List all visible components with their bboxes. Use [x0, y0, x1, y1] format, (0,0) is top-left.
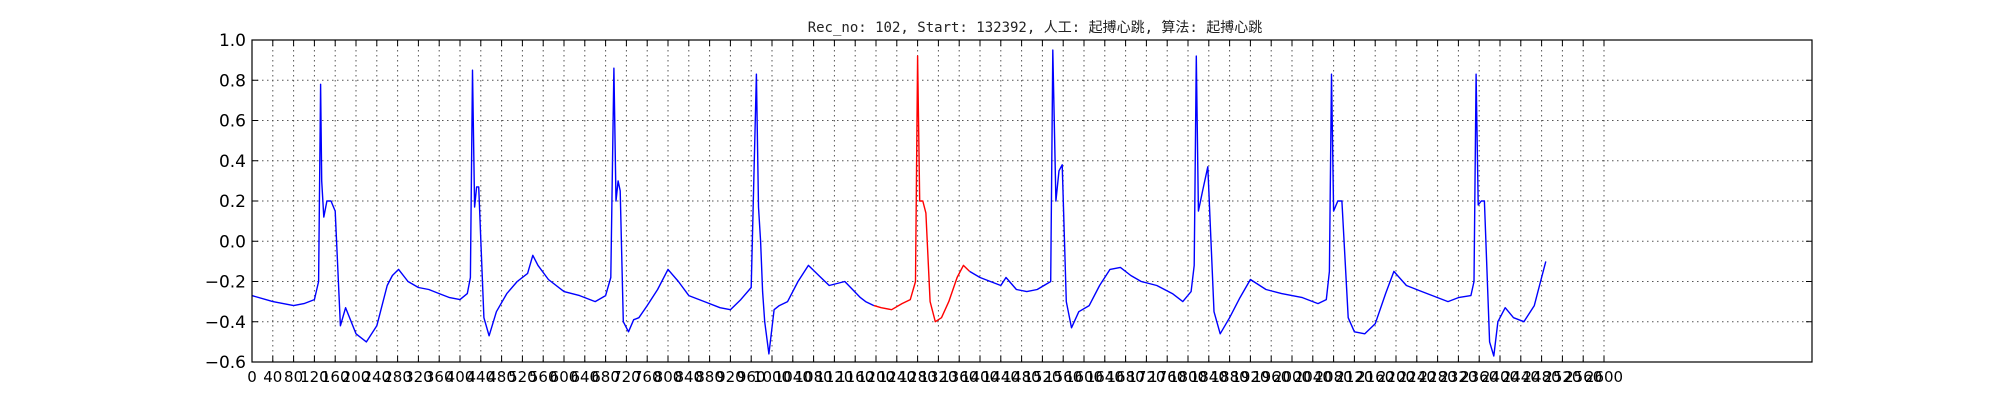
- y-tick-label: 0.0: [219, 232, 246, 252]
- x-tick-label: 200: [342, 368, 371, 386]
- x-tick-label: 160: [321, 368, 350, 386]
- plot-frame: [251, 39, 1813, 363]
- x-tick-label: 1720: [1127, 368, 1165, 386]
- x-tick-label: 2600: [1585, 368, 1623, 386]
- x-tick-label: 1840: [1190, 368, 1228, 386]
- x-tick-label: 2360: [1460, 368, 1498, 386]
- x-tick-label: 2280: [1419, 368, 1457, 386]
- x-tick-label: 1200: [857, 368, 895, 386]
- x-tick-label: 600: [550, 368, 579, 386]
- x-tick-label: 1360: [940, 368, 978, 386]
- x-tick-label: 2080: [1315, 368, 1353, 386]
- ecg-series-2: [873, 55, 971, 323]
- x-tick-label: 560: [529, 368, 558, 386]
- x-tick-label: 1640: [1086, 368, 1124, 386]
- x-tick-label: 1560: [1044, 368, 1082, 386]
- x-tick-label: 1960: [1252, 368, 1290, 386]
- x-tick-label: 1880: [1211, 368, 1249, 386]
- x-tick-label: 2200: [1377, 368, 1415, 386]
- x-tick-label: 2320: [1439, 368, 1477, 386]
- x-tick-label: 2480: [1523, 368, 1561, 386]
- x-tick-label: 40: [263, 368, 282, 386]
- x-tick-label: 1000: [753, 368, 791, 386]
- x-tick-label: 400: [446, 368, 475, 386]
- x-tick-label: 840: [674, 368, 703, 386]
- x-tick-label: 800: [654, 368, 683, 386]
- x-tick-label: 1600: [1065, 368, 1103, 386]
- x-tick-label: 2520: [1543, 368, 1581, 386]
- ecg-series-1: [251, 67, 875, 355]
- x-tick-label: 2040: [1294, 368, 1332, 386]
- x-tick-label: 1440: [982, 368, 1020, 386]
- x-tick-label: 2560: [1564, 368, 1602, 386]
- y-tick-label: 1.0: [219, 31, 246, 51]
- grid-lines: [252, 40, 1812, 362]
- x-tick-label: 880: [695, 368, 724, 386]
- y-tick-label: 0.8: [219, 71, 246, 91]
- chart-title: Rec_no: 102, Start: 132392, 人工: 起搏心跳, 算法…: [808, 19, 1263, 36]
- x-tick-label: 240: [362, 368, 391, 386]
- y-tick-label: 0.6: [219, 112, 246, 132]
- x-tick-label: 2160: [1356, 368, 1394, 386]
- x-tick-label: 2400: [1481, 368, 1519, 386]
- x-tick-label: 0: [247, 368, 257, 386]
- x-tick-label: 2000: [1273, 368, 1311, 386]
- x-tick-label: 2240: [1398, 368, 1436, 386]
- x-tick-label: 1480: [1003, 368, 1041, 386]
- x-axis-tick-labels: 0 40 8012016020024028032036040044048052056…: [247, 368, 1623, 386]
- x-tick-label: 440: [466, 368, 495, 386]
- x-tick-label: 1680: [1107, 368, 1145, 386]
- ecg-traces: [251, 49, 1547, 357]
- x-tick-label: 1160: [836, 368, 874, 386]
- x-tick-label: 1320: [919, 368, 957, 386]
- x-tick-label: 360: [425, 368, 454, 386]
- x-tick-label: 1240: [878, 368, 916, 386]
- x-tick-label: 1400: [961, 368, 999, 386]
- x-tick-label: 1040: [774, 368, 812, 386]
- y-tick-label: −0.2: [205, 273, 246, 293]
- x-tick-label: 280: [383, 368, 412, 386]
- x-tick-label: 1120: [815, 368, 853, 386]
- x-tick-label: 920: [716, 368, 745, 386]
- x-tick-label: 720: [612, 368, 641, 386]
- x-tick-label: 120: [300, 368, 329, 386]
- x-tick-label: 1920: [1231, 368, 1269, 386]
- ecg-series-3: [969, 49, 1547, 357]
- axis-ticks: [251, 39, 1812, 363]
- x-tick-label: 960: [737, 368, 766, 386]
- y-tick-label: 0.4: [219, 152, 246, 172]
- x-tick-label: 1800: [1169, 368, 1207, 386]
- x-tick-label: 520: [508, 368, 537, 386]
- x-tick-label: 640: [570, 368, 599, 386]
- x-tick-label: 80: [284, 368, 303, 386]
- x-tick-label: 2440: [1502, 368, 1540, 386]
- x-tick-label: 680: [591, 368, 620, 386]
- x-tick-label: 480: [487, 368, 516, 386]
- x-tick-label: 1520: [1023, 368, 1061, 386]
- y-axis-tick-labels: 1.0 0.8 0.6 0.4 0.2 0.0 −0.2 −0.4 −0.6: [205, 31, 246, 373]
- x-tick-label: 2120: [1335, 368, 1373, 386]
- x-tick-label: 760: [633, 368, 662, 386]
- x-tick-label: 1080: [795, 368, 833, 386]
- x-tick-label: 320: [404, 368, 433, 386]
- y-tick-label: 0.2: [219, 192, 246, 212]
- y-tick-label: −0.6: [205, 353, 246, 373]
- x-tick-label: 1280: [899, 368, 937, 386]
- x-tick-label: 1760: [1148, 368, 1186, 386]
- y-tick-label: −0.4: [205, 313, 246, 333]
